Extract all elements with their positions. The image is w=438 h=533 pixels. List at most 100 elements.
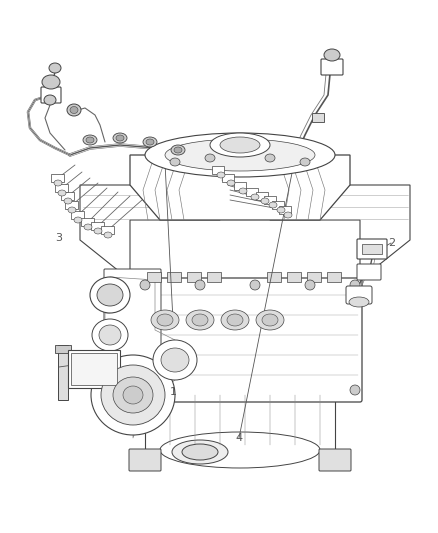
Bar bbox=[71, 211, 84, 219]
FancyBboxPatch shape bbox=[346, 286, 372, 304]
Ellipse shape bbox=[68, 207, 76, 213]
Bar bbox=[267, 272, 281, 282]
Bar bbox=[65, 201, 78, 209]
Ellipse shape bbox=[261, 198, 269, 204]
Ellipse shape bbox=[284, 212, 292, 218]
Bar bbox=[101, 226, 114, 234]
Text: 2: 2 bbox=[389, 238, 396, 248]
Ellipse shape bbox=[217, 172, 225, 178]
Bar bbox=[187, 272, 201, 282]
Ellipse shape bbox=[192, 314, 208, 326]
Bar bbox=[91, 222, 104, 230]
Ellipse shape bbox=[113, 133, 127, 143]
Ellipse shape bbox=[157, 314, 173, 326]
Ellipse shape bbox=[277, 207, 285, 213]
Text: 3: 3 bbox=[56, 233, 63, 243]
Ellipse shape bbox=[265, 154, 275, 162]
Bar bbox=[222, 174, 234, 182]
Bar bbox=[279, 206, 291, 214]
Bar bbox=[55, 184, 68, 192]
Ellipse shape bbox=[64, 198, 72, 204]
Ellipse shape bbox=[300, 158, 310, 166]
Ellipse shape bbox=[44, 95, 56, 105]
Ellipse shape bbox=[305, 280, 315, 290]
Polygon shape bbox=[270, 185, 410, 280]
Ellipse shape bbox=[171, 145, 185, 155]
Ellipse shape bbox=[250, 280, 260, 290]
Ellipse shape bbox=[116, 135, 124, 141]
Bar bbox=[246, 188, 258, 196]
Bar bbox=[362, 244, 382, 254]
Ellipse shape bbox=[67, 104, 81, 116]
Ellipse shape bbox=[83, 135, 97, 145]
Ellipse shape bbox=[146, 139, 154, 145]
Ellipse shape bbox=[90, 277, 130, 313]
Ellipse shape bbox=[227, 314, 243, 326]
Ellipse shape bbox=[153, 340, 197, 380]
Bar bbox=[272, 201, 284, 209]
Bar bbox=[61, 192, 74, 200]
Ellipse shape bbox=[92, 319, 128, 351]
FancyBboxPatch shape bbox=[321, 59, 343, 75]
Ellipse shape bbox=[174, 147, 182, 153]
Bar bbox=[145, 390, 335, 450]
FancyBboxPatch shape bbox=[104, 269, 161, 361]
Ellipse shape bbox=[42, 75, 60, 89]
Ellipse shape bbox=[195, 280, 205, 290]
Bar bbox=[327, 272, 341, 282]
Bar bbox=[207, 272, 221, 282]
Ellipse shape bbox=[86, 137, 94, 143]
Ellipse shape bbox=[182, 444, 218, 460]
Ellipse shape bbox=[165, 139, 315, 171]
Ellipse shape bbox=[113, 377, 153, 413]
Ellipse shape bbox=[350, 385, 360, 395]
Ellipse shape bbox=[172, 440, 228, 464]
FancyBboxPatch shape bbox=[41, 87, 61, 103]
Ellipse shape bbox=[143, 137, 157, 147]
Bar bbox=[51, 174, 64, 182]
Ellipse shape bbox=[221, 310, 249, 330]
Ellipse shape bbox=[151, 310, 179, 330]
Bar bbox=[81, 218, 94, 226]
Ellipse shape bbox=[269, 202, 277, 208]
Ellipse shape bbox=[220, 137, 260, 153]
Ellipse shape bbox=[145, 133, 335, 177]
Bar bbox=[256, 192, 268, 200]
Ellipse shape bbox=[350, 280, 360, 290]
Ellipse shape bbox=[70, 107, 78, 114]
FancyBboxPatch shape bbox=[357, 264, 381, 280]
Polygon shape bbox=[80, 185, 220, 280]
Ellipse shape bbox=[161, 348, 189, 372]
Ellipse shape bbox=[101, 365, 165, 425]
Bar bbox=[234, 182, 246, 190]
FancyBboxPatch shape bbox=[129, 449, 161, 471]
Bar bbox=[312, 113, 324, 122]
Ellipse shape bbox=[227, 180, 235, 186]
Bar bbox=[71, 353, 117, 385]
Ellipse shape bbox=[186, 310, 214, 330]
Ellipse shape bbox=[74, 217, 82, 223]
Ellipse shape bbox=[256, 310, 284, 330]
Ellipse shape bbox=[160, 432, 320, 468]
Polygon shape bbox=[130, 155, 350, 220]
Ellipse shape bbox=[58, 190, 66, 196]
Ellipse shape bbox=[262, 314, 278, 326]
Ellipse shape bbox=[251, 194, 259, 200]
Ellipse shape bbox=[324, 49, 340, 61]
Bar bbox=[68, 350, 120, 388]
Ellipse shape bbox=[91, 355, 175, 435]
FancyBboxPatch shape bbox=[357, 239, 387, 259]
Bar bbox=[55, 345, 71, 353]
FancyBboxPatch shape bbox=[128, 278, 362, 402]
Ellipse shape bbox=[84, 224, 92, 230]
Ellipse shape bbox=[123, 386, 143, 404]
Ellipse shape bbox=[97, 284, 123, 306]
Ellipse shape bbox=[239, 188, 247, 194]
Ellipse shape bbox=[140, 280, 150, 290]
FancyBboxPatch shape bbox=[319, 449, 351, 471]
Ellipse shape bbox=[94, 228, 102, 234]
Bar bbox=[167, 272, 181, 282]
Ellipse shape bbox=[99, 325, 121, 345]
Bar bbox=[212, 166, 224, 174]
Ellipse shape bbox=[104, 232, 112, 238]
